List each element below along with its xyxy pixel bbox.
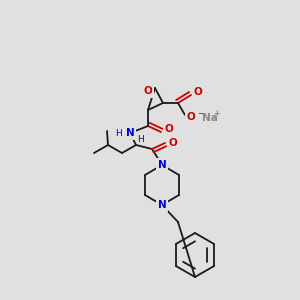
Text: N: N bbox=[158, 160, 166, 170]
Text: Na: Na bbox=[202, 113, 218, 123]
Text: O: O bbox=[144, 86, 152, 96]
Text: O: O bbox=[194, 87, 202, 97]
Text: −: − bbox=[197, 109, 205, 118]
Text: O: O bbox=[169, 138, 177, 148]
Text: H: H bbox=[115, 128, 122, 137]
Text: N: N bbox=[126, 128, 134, 138]
Text: H: H bbox=[136, 136, 143, 145]
Text: O: O bbox=[165, 124, 173, 134]
Text: N: N bbox=[158, 200, 166, 210]
Text: +: + bbox=[213, 110, 219, 118]
Text: O: O bbox=[187, 112, 195, 122]
